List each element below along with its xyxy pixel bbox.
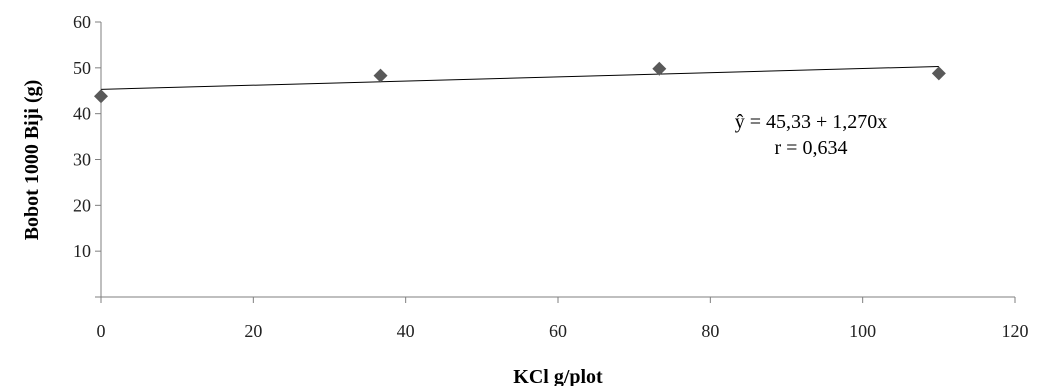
y-tick-label: 20 (73, 195, 91, 215)
tick-marks (95, 21, 1016, 303)
data-point (373, 68, 388, 83)
data-point (652, 61, 667, 76)
tick-labels: 10 20 30 40 50 60 0 20 40 60 80 100 120 (73, 12, 1029, 341)
data-point (931, 66, 946, 81)
x-tick-label: 120 (1002, 321, 1029, 341)
correlation-coefficient: r = 0,634 (775, 137, 848, 159)
data-points (94, 61, 946, 104)
regression-equation: ŷ = 45,33 + 1,270x (735, 111, 888, 133)
x-tick-label: 100 (849, 321, 876, 341)
trend-line (100, 65, 939, 90)
axes (100, 22, 1015, 298)
data-point (94, 89, 108, 104)
x-tick-label: 20 (244, 321, 262, 341)
x-axis-title: KCl g/plot (513, 366, 603, 386)
x-tick-label: 0 (97, 321, 106, 341)
y-tick-label: 40 (73, 104, 91, 124)
y-tick-label: 60 (73, 12, 91, 32)
y-tick-label: 30 (73, 150, 91, 170)
x-tick-label: 40 (397, 321, 415, 341)
y-tick-label: 50 (73, 58, 91, 78)
x-tick-label: 80 (701, 321, 719, 341)
y-tick-label: 10 (73, 241, 91, 261)
y-axis-title: Bobot 1000 Biji (g) (21, 80, 43, 241)
x-tick-label: 60 (549, 321, 567, 341)
